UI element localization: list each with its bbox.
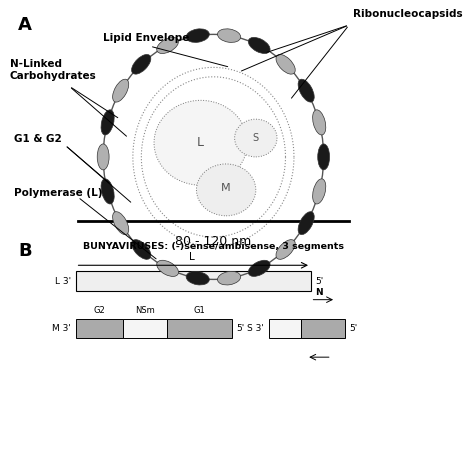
Ellipse shape bbox=[132, 240, 151, 259]
Ellipse shape bbox=[186, 272, 210, 285]
Text: G2: G2 bbox=[93, 306, 105, 315]
Ellipse shape bbox=[154, 100, 247, 185]
Ellipse shape bbox=[218, 272, 241, 285]
FancyBboxPatch shape bbox=[75, 272, 311, 291]
Ellipse shape bbox=[313, 179, 326, 204]
Ellipse shape bbox=[276, 240, 295, 259]
FancyBboxPatch shape bbox=[269, 319, 301, 338]
Text: 80 - 120 nm: 80 - 120 nm bbox=[175, 235, 252, 247]
Ellipse shape bbox=[235, 119, 277, 157]
Ellipse shape bbox=[248, 260, 270, 276]
Ellipse shape bbox=[298, 79, 314, 102]
Ellipse shape bbox=[101, 110, 114, 135]
Ellipse shape bbox=[196, 164, 256, 216]
Text: M: M bbox=[221, 182, 231, 192]
Text: L: L bbox=[197, 136, 204, 149]
Ellipse shape bbox=[132, 55, 151, 74]
Ellipse shape bbox=[248, 37, 270, 54]
Text: A: A bbox=[18, 16, 32, 34]
Ellipse shape bbox=[113, 79, 129, 102]
Text: M 3': M 3' bbox=[53, 324, 72, 333]
Ellipse shape bbox=[318, 144, 329, 170]
Text: 5': 5' bbox=[237, 324, 245, 333]
Text: N-Linked
Carbohydrates: N-Linked Carbohydrates bbox=[10, 59, 97, 81]
Text: G1 & G2: G1 & G2 bbox=[14, 134, 62, 144]
Text: L: L bbox=[189, 252, 195, 262]
Ellipse shape bbox=[113, 212, 129, 235]
Text: S: S bbox=[253, 133, 259, 143]
Ellipse shape bbox=[157, 37, 179, 54]
Ellipse shape bbox=[101, 179, 114, 204]
Ellipse shape bbox=[186, 29, 210, 42]
Text: G1: G1 bbox=[194, 306, 205, 315]
FancyBboxPatch shape bbox=[75, 319, 123, 338]
Ellipse shape bbox=[276, 55, 295, 74]
Text: 5': 5' bbox=[315, 277, 323, 286]
FancyBboxPatch shape bbox=[123, 319, 166, 338]
Ellipse shape bbox=[97, 144, 109, 170]
Text: Ribonucleocapsids: Ribonucleocapsids bbox=[353, 9, 463, 19]
Ellipse shape bbox=[298, 212, 314, 235]
Text: B: B bbox=[18, 242, 32, 260]
FancyBboxPatch shape bbox=[166, 319, 232, 338]
Text: BUNYAVIRUSES: (-)sense/ambisense, 3 segments: BUNYAVIRUSES: (-)sense/ambisense, 3 segm… bbox=[83, 242, 344, 251]
Ellipse shape bbox=[313, 110, 326, 135]
Text: L 3': L 3' bbox=[55, 277, 72, 286]
Ellipse shape bbox=[157, 260, 179, 276]
Text: S 3': S 3' bbox=[247, 324, 264, 333]
Text: Lipid Envelope: Lipid Envelope bbox=[103, 33, 190, 43]
Text: 5': 5' bbox=[349, 324, 357, 333]
Text: N: N bbox=[315, 288, 322, 297]
FancyBboxPatch shape bbox=[301, 319, 345, 338]
Text: Polymerase (L): Polymerase (L) bbox=[14, 188, 102, 198]
Ellipse shape bbox=[218, 29, 241, 42]
Text: NSm: NSm bbox=[135, 306, 155, 315]
